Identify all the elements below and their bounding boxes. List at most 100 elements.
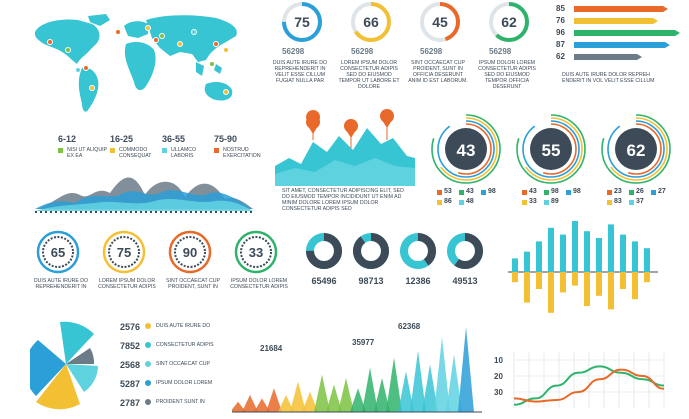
ring-value: 62 <box>501 14 517 30</box>
ring-number: 56298 <box>282 47 305 56</box>
bipolar-bar-up <box>512 258 518 272</box>
ring-number: 56298 <box>420 47 443 56</box>
y-tick-label: 10 <box>494 356 503 365</box>
arrow-bar-shape <box>574 42 670 48</box>
map-marker-dot <box>209 61 215 67</box>
multi-ring-legend-value: 26 <box>636 188 644 195</box>
donut <box>306 233 342 269</box>
top-ring-group: 75 56298 DUIS AUTE IRURE DO REPREHENDERIT … <box>268 0 548 100</box>
multi-ring-swatch <box>522 190 527 195</box>
mid-ring: 33 <box>234 230 278 274</box>
multi-ring-legend-value: 86 <box>444 198 452 205</box>
mid-ring-group: 65 DUIS AUTE IRURE DO REPREHENDERIT IN 75 L… <box>30 228 290 298</box>
multi-ring-swatch <box>544 200 549 205</box>
peak-label-2: 35977 <box>352 338 375 347</box>
legend-range: 16-25 <box>110 134 134 144</box>
peak-label-3: 62368 <box>398 322 421 331</box>
rose-legend-text: SINT OCCAECAT CUP <box>156 361 210 367</box>
map-marker-dot <box>83 65 89 71</box>
ring-progress <box>351 2 391 42</box>
donut-label: 49513 <box>452 276 478 286</box>
multi-ring-legend-value: 43 <box>529 188 537 195</box>
rose-chart <box>24 314 114 414</box>
ring-caption: DUIS AUTE IRURE DO REPREHENDERIT IN VELI… <box>272 60 328 84</box>
multi-ring-value: 43 <box>457 141 476 160</box>
multi-ring-arc <box>604 117 668 181</box>
bipolar-bar-up <box>560 234 566 272</box>
ring-caption: IPSUM DOLOR LOREM CONSECTETUR ADIPIS SED… <box>478 60 536 90</box>
multi-ring-swatch <box>651 190 656 195</box>
map-marker-dot <box>223 89 229 95</box>
rose-legend: 2576 DUIS AUTE IRURE DO 7852 CONSECTETUR AD… <box>120 322 220 414</box>
mid-ring-value: 65 <box>51 245 65 260</box>
mid-ring: 65 <box>36 230 80 274</box>
mid-ring-value: 33 <box>249 245 263 260</box>
arrow-bar-shape <box>574 6 668 12</box>
bipolar-bar-up <box>608 224 614 272</box>
mid-ring-value: 75 <box>117 245 131 260</box>
peak-triangle <box>278 395 294 412</box>
world-map <box>30 10 245 120</box>
peak-triangle <box>434 337 450 412</box>
ring-value: 45 <box>432 14 448 30</box>
legend-swatch <box>214 148 219 153</box>
donut-label: 65496 <box>311 276 337 286</box>
donut-label: 98713 <box>358 276 384 286</box>
legend-swatch <box>162 148 167 153</box>
map-legend: 6-12 NISI UT ALIQUIP EX EA 16-25 COMMODO CO… <box>58 134 268 164</box>
bipolar-bar-up <box>644 248 650 272</box>
mid-ring-caption: LOREM IPSUM DOLOR CONSECTETUR ADIPIS <box>98 278 156 290</box>
donut-fill <box>400 233 436 269</box>
y-tick-label: 20 <box>494 372 503 381</box>
top-ring: 45 <box>420 2 460 42</box>
multi-ring-arc <box>601 114 671 184</box>
pin-markers <box>306 109 394 148</box>
multi-ring-arc <box>519 117 583 181</box>
rose-legend-number: 2568 <box>120 360 141 370</box>
peak-triangle <box>290 381 306 412</box>
legend-text: ULLAMCO LABORIS <box>171 147 197 159</box>
multi-ring: 62 <box>601 114 671 184</box>
ring-caption: SINT OCCAECAT CUP PROIDENT, SUNT IN OFFI… <box>408 60 468 84</box>
mid-ring-ticks <box>108 236 140 268</box>
peak-triangle <box>254 398 270 412</box>
multi-ring-core <box>445 128 487 170</box>
bipolar-bar-down <box>560 272 566 293</box>
pin-area-caption: SIT AMET, CONSECTETUR ADIPISCING ELIT, S… <box>282 188 404 212</box>
legend-range: 75-90 <box>214 134 238 144</box>
rose-legend-number: 7852 <box>120 341 141 351</box>
peak-area-chart <box>232 327 482 413</box>
map-marker-dot <box>145 25 151 31</box>
bipolar-bar-chart <box>508 221 658 313</box>
multi-ring-value: 62 <box>627 141 646 160</box>
donut <box>400 233 436 269</box>
peak-triangle <box>422 364 438 412</box>
multi-ring-arc <box>440 123 492 175</box>
peak-triangle <box>302 391 318 412</box>
peak-triangle <box>326 384 342 412</box>
peak-triangle <box>386 357 402 412</box>
rose-legend-text: CONSECTETUR ADIPIS <box>156 342 214 348</box>
rose-legend-dot <box>145 361 151 367</box>
rose-legend-dot <box>145 342 151 348</box>
multi-ring-swatch <box>544 190 549 195</box>
map-marker-dot <box>223 47 229 53</box>
peak-label-1: 21684 <box>260 344 283 353</box>
arrow-bar <box>574 6 668 12</box>
bipolar-bar-down <box>536 272 542 289</box>
arrow-bar-label: 76 <box>556 16 565 25</box>
multi-ring-legend-value: 98 <box>573 188 581 195</box>
ring-progress <box>489 2 529 42</box>
rose-legend-number: 2787 <box>120 398 141 408</box>
map-markers <box>30 10 245 120</box>
multi-ring-arc <box>607 120 665 178</box>
map-marker-dot <box>65 47 71 53</box>
wave-area-chart <box>35 165 253 217</box>
donut-label: 12386 <box>405 276 431 286</box>
top-ring: 62 <box>489 2 529 42</box>
mid-ring-outer <box>168 230 212 274</box>
rose-legend-dot <box>145 380 151 386</box>
multi-ring-swatch <box>607 200 612 205</box>
donut-fill <box>447 233 483 269</box>
mid-ring-ticks <box>174 236 206 268</box>
